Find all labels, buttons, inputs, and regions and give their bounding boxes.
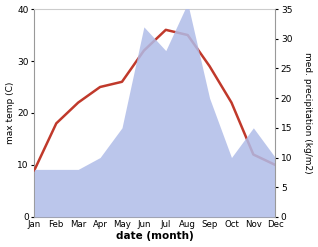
X-axis label: date (month): date (month) xyxy=(116,231,194,242)
Y-axis label: med. precipitation (kg/m2): med. precipitation (kg/m2) xyxy=(303,52,313,174)
Y-axis label: max temp (C): max temp (C) xyxy=(5,82,15,144)
